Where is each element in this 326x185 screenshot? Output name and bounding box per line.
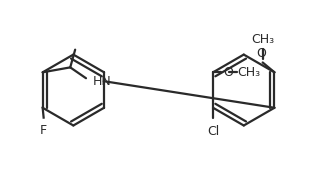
Text: O: O (256, 46, 266, 60)
Text: O: O (223, 66, 233, 79)
Text: F: F (40, 124, 47, 137)
Text: CH₃: CH₃ (251, 33, 274, 46)
Text: CH₃: CH₃ (238, 66, 261, 79)
Text: Cl: Cl (207, 125, 219, 137)
Text: HN: HN (93, 75, 111, 88)
